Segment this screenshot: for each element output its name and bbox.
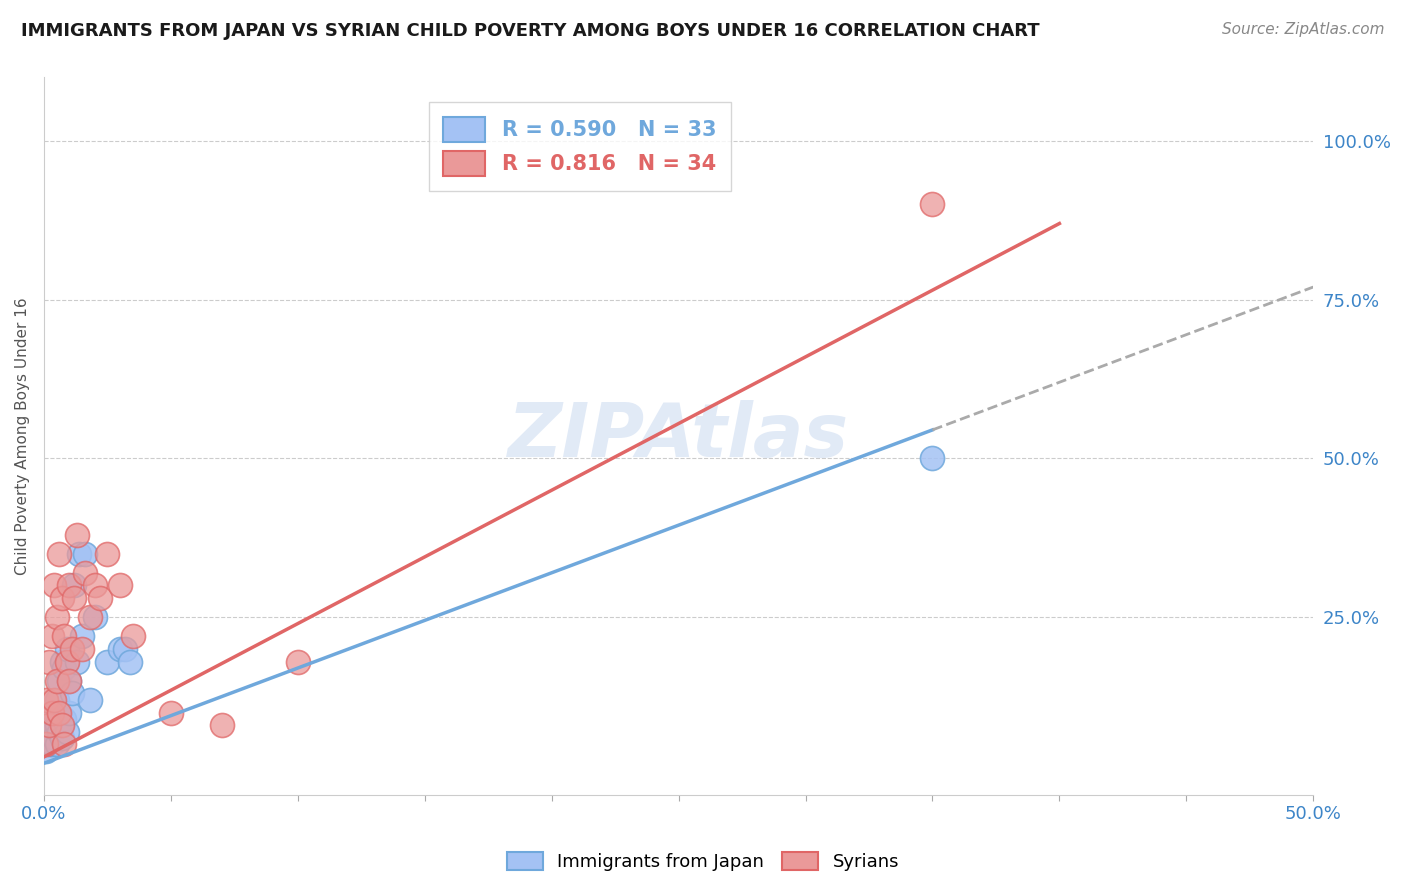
Point bbox=[35, 693, 58, 707]
Point bbox=[51, 655, 73, 669]
Point bbox=[70, 642, 93, 657]
Point bbox=[83, 610, 105, 624]
Point bbox=[38, 718, 60, 732]
Point bbox=[45, 693, 67, 707]
Point bbox=[58, 578, 80, 592]
Point bbox=[53, 629, 76, 643]
Point bbox=[45, 718, 67, 732]
Point bbox=[41, 718, 63, 732]
Point bbox=[108, 578, 131, 592]
Point bbox=[121, 629, 143, 643]
Legend: Immigrants from Japan, Syrians: Immigrants from Japan, Syrians bbox=[499, 845, 907, 879]
Point bbox=[42, 578, 65, 592]
Point bbox=[35, 737, 58, 751]
Point bbox=[35, 743, 58, 757]
Point bbox=[48, 673, 70, 688]
Point bbox=[287, 655, 309, 669]
Point bbox=[120, 655, 142, 669]
Point bbox=[73, 547, 96, 561]
Point bbox=[53, 661, 76, 675]
Legend: R = 0.590   N = 33, R = 0.816   N = 34: R = 0.590 N = 33, R = 0.816 N = 34 bbox=[429, 103, 731, 191]
Point bbox=[921, 197, 943, 211]
Text: IMMIGRANTS FROM JAPAN VS SYRIAN CHILD POVERTY AMONG BOYS UNDER 16 CORRELATION CH: IMMIGRANTS FROM JAPAN VS SYRIAN CHILD PO… bbox=[21, 22, 1039, 40]
Point bbox=[96, 547, 118, 561]
Point bbox=[83, 578, 105, 592]
Point bbox=[921, 451, 943, 466]
Point bbox=[51, 718, 73, 732]
Point bbox=[41, 629, 63, 643]
Point bbox=[58, 673, 80, 688]
Point bbox=[45, 610, 67, 624]
Point bbox=[51, 591, 73, 606]
Point bbox=[42, 731, 65, 745]
Point bbox=[60, 686, 83, 700]
Point bbox=[66, 655, 89, 669]
Point bbox=[45, 737, 67, 751]
Point bbox=[159, 706, 181, 720]
Y-axis label: Child Poverty Among Boys Under 16: Child Poverty Among Boys Under 16 bbox=[15, 297, 30, 575]
Point bbox=[42, 706, 65, 720]
Point bbox=[55, 655, 77, 669]
Point bbox=[63, 578, 86, 592]
Point bbox=[60, 642, 83, 657]
Point bbox=[79, 610, 101, 624]
Point bbox=[73, 566, 96, 580]
Point bbox=[211, 718, 233, 732]
Point bbox=[108, 642, 131, 657]
Point bbox=[53, 712, 76, 726]
Point bbox=[38, 737, 60, 751]
Point bbox=[89, 591, 111, 606]
Point bbox=[48, 706, 70, 720]
Point bbox=[70, 629, 93, 643]
Point bbox=[53, 737, 76, 751]
Point bbox=[48, 724, 70, 739]
Point bbox=[55, 724, 77, 739]
Point bbox=[66, 527, 89, 541]
Text: ZIPAtlas: ZIPAtlas bbox=[508, 400, 849, 473]
Point bbox=[45, 673, 67, 688]
Point bbox=[114, 642, 136, 657]
Point bbox=[38, 724, 60, 739]
Point bbox=[51, 731, 73, 745]
Point bbox=[42, 693, 65, 707]
Point bbox=[55, 642, 77, 657]
Point bbox=[79, 693, 101, 707]
Point bbox=[96, 655, 118, 669]
Point bbox=[63, 591, 86, 606]
Point bbox=[38, 655, 60, 669]
Point bbox=[58, 706, 80, 720]
Point bbox=[48, 547, 70, 561]
Point bbox=[67, 547, 90, 561]
Text: Source: ZipAtlas.com: Source: ZipAtlas.com bbox=[1222, 22, 1385, 37]
Point bbox=[41, 737, 63, 751]
Point bbox=[41, 706, 63, 720]
Point bbox=[58, 673, 80, 688]
